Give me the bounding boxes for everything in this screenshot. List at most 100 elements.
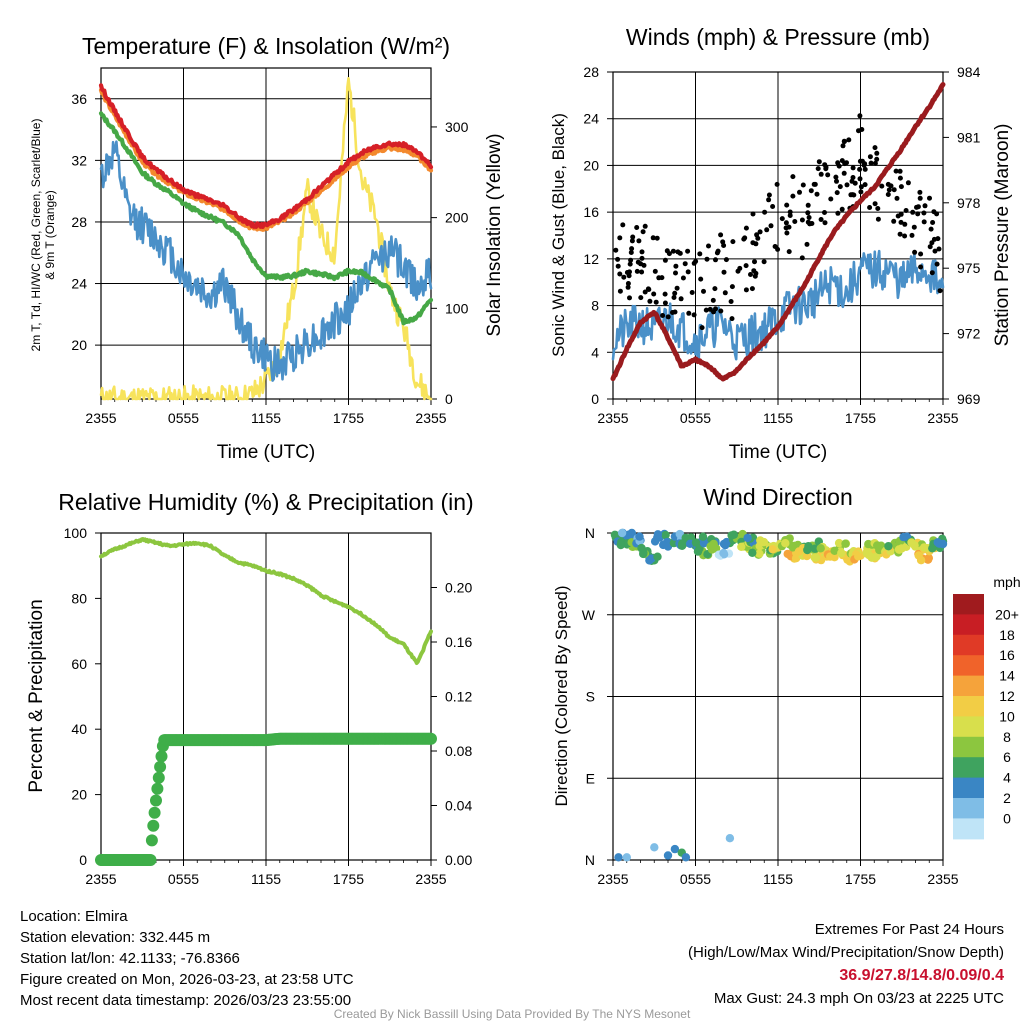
dir-point <box>872 552 881 561</box>
winds-gust-dot <box>930 220 936 225</box>
winds-gust-dot <box>647 298 653 304</box>
winds-gust-dot <box>766 192 772 198</box>
winds-gust-dot <box>897 231 903 237</box>
winds-gust-dot <box>902 221 908 227</box>
winds-ytick-label: 12 <box>583 251 599 267</box>
winds-gust-dot <box>715 248 721 254</box>
dir-point <box>884 542 893 551</box>
winds-gust-dot <box>928 226 934 232</box>
rh-xtick-label: 1155 <box>251 871 281 887</box>
winds-gust-dot <box>748 272 753 277</box>
winds-gust-dot <box>874 156 880 162</box>
rh-precip-dot <box>151 782 164 795</box>
temp-y2tick-label: 300 <box>445 119 469 135</box>
dir-point <box>627 528 636 538</box>
rh-ytick-label: 0 <box>79 852 87 868</box>
winds-gust-dot <box>779 216 785 222</box>
winds-gust-dot <box>822 210 827 215</box>
winds-gust-dot <box>766 197 772 203</box>
winds-gust-dot <box>805 202 811 208</box>
dir-point <box>617 528 627 538</box>
winds-gust-dot <box>674 285 680 291</box>
winds-gust-dot <box>799 217 805 223</box>
legend-label: 4 <box>1003 770 1011 786</box>
footer-created: Figure created on Mon, 2026-03-23, at 23… <box>20 971 354 988</box>
dir-point <box>830 546 839 555</box>
winds-gust-dot <box>822 220 828 226</box>
dir-point <box>928 544 937 553</box>
winds-gust-dot <box>718 308 724 314</box>
winds-gust-dot <box>897 168 903 174</box>
legend-swatch <box>953 696 984 717</box>
winds-gust-dot <box>686 310 692 316</box>
max-gust: Max Gust: 24.3 mph On 03/23 at 2225 UTC <box>713 990 1004 1007</box>
winds-gust-dot <box>849 178 855 184</box>
winds-gust-dot <box>872 201 878 207</box>
winds-gust-dot <box>752 259 757 265</box>
winds-gust-dot <box>936 246 942 252</box>
dir-xtick-label: 0555 <box>680 871 711 887</box>
winds-xtick-label: 0555 <box>680 410 711 426</box>
legend-swatch <box>953 634 984 656</box>
dir-point <box>737 542 746 551</box>
dir-xtick-label: 1755 <box>845 871 876 887</box>
dir-point <box>755 549 764 558</box>
winds-gust-dot <box>909 232 915 238</box>
winds-gust-dot <box>905 180 911 186</box>
dir-point <box>854 552 863 561</box>
rh-y2tick-label: 0.04 <box>445 798 472 814</box>
winds-gust-dot <box>857 113 863 119</box>
winds-gust-dot <box>844 182 850 188</box>
winds-gust-dot <box>857 166 863 172</box>
rh-ytick-label: 60 <box>71 656 87 672</box>
winds-gust-dot <box>624 270 630 275</box>
winds-gust-dot <box>750 211 756 217</box>
winds-gust-dot <box>825 172 831 178</box>
winds-gust-dot <box>711 309 716 315</box>
temp-xtick-label: 2355 <box>85 410 116 426</box>
winds-gust-dot <box>783 220 789 226</box>
temp-ytick-label: 32 <box>71 152 87 168</box>
winds-gust-dot <box>850 165 856 171</box>
winds-gust-dot <box>670 248 676 254</box>
winds-gust-dot <box>729 316 735 322</box>
legend-label: 6 <box>1003 749 1011 765</box>
winds-gust-dot <box>691 260 697 266</box>
footer-latlon: Station lat/lon: 42.1133; -76.8366 <box>20 950 240 967</box>
dir-point <box>935 539 944 548</box>
winds-ytick-label: 8 <box>591 298 599 314</box>
rh-precip-dot <box>154 760 167 773</box>
winds-gust-dot <box>685 269 691 275</box>
dir-point <box>916 556 926 565</box>
dir-point <box>748 548 757 557</box>
dir-point <box>670 844 680 854</box>
winds-gust-dot <box>615 256 621 262</box>
winds-gust-dot <box>805 210 811 216</box>
winds-gust-dot <box>680 275 686 281</box>
winds-ytick-label: 0 <box>591 391 599 407</box>
rh-title: Relative Humidity (%) & Precipitation (i… <box>58 489 473 515</box>
winds-gust-dot <box>678 296 684 302</box>
temp-series-wet_bulb <box>99 140 433 382</box>
legend-label: 0 <box>1003 810 1011 826</box>
winds-gust-dot <box>811 181 817 187</box>
winds-gust-dot <box>743 225 749 231</box>
winds-gust-dot <box>861 162 867 168</box>
dir-point <box>645 556 654 565</box>
dir-point <box>791 554 801 563</box>
winds-gust-dot <box>815 166 821 172</box>
winds-gust-dot <box>662 291 668 297</box>
winds-gust-dot <box>885 192 891 197</box>
dir-point <box>681 853 691 862</box>
legend-label: 20+ <box>995 606 1019 622</box>
winds-y2tick-label: 984 <box>957 64 981 80</box>
dir-point <box>639 549 648 559</box>
winds-gust-dot <box>839 206 845 212</box>
winds-gust-dot <box>629 238 635 244</box>
dir-ytick-label: N <box>585 852 595 868</box>
winds-gust-dot <box>613 247 619 253</box>
winds-ytick-label: 28 <box>583 64 599 80</box>
winds-gust-dot <box>642 223 648 229</box>
winds-gust-dot <box>927 244 933 250</box>
dir-point <box>720 540 729 549</box>
